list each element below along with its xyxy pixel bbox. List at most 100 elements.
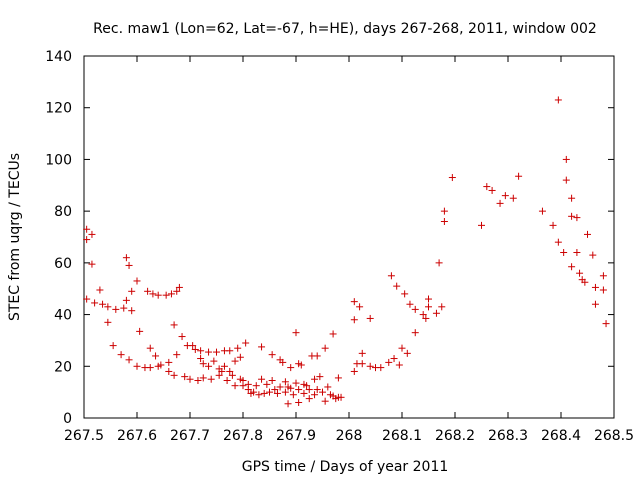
data-point <box>231 357 239 365</box>
data-point <box>178 333 186 341</box>
data-point <box>281 388 289 396</box>
plot-area-frame <box>83 55 615 419</box>
data-point <box>223 377 231 385</box>
data-point <box>581 278 589 286</box>
data-point <box>199 374 207 382</box>
y-axis: 0 20 40 60 80 100 120 140 <box>45 49 614 427</box>
data-point <box>260 389 268 397</box>
y-tick-label: 100 <box>45 152 72 168</box>
data-point <box>104 318 112 326</box>
x-tick-label: 268.4 <box>541 428 581 444</box>
x-tick-label: 268 <box>336 428 363 444</box>
data-point <box>88 260 96 268</box>
data-point <box>448 174 456 182</box>
data-point <box>440 207 448 215</box>
data-point <box>252 382 260 390</box>
y-tick-label: 60 <box>54 256 72 272</box>
data-point <box>250 388 258 396</box>
x-tick-label: 267.5 <box>64 428 104 444</box>
data-point <box>305 386 313 394</box>
data-point <box>173 287 181 295</box>
data-point <box>350 316 358 324</box>
data-point <box>255 391 263 399</box>
data-point <box>568 212 576 220</box>
data-point <box>136 327 144 335</box>
data-point <box>226 347 234 355</box>
data-point <box>329 330 337 338</box>
data-point <box>334 374 342 382</box>
data-point <box>366 362 374 370</box>
data-point <box>226 367 234 375</box>
data-point <box>509 194 517 202</box>
data-point <box>406 300 414 308</box>
data-point <box>303 382 311 390</box>
data-point <box>287 384 295 392</box>
data-point <box>425 303 432 311</box>
data-point <box>568 194 576 202</box>
data-point <box>112 305 120 313</box>
data-point <box>385 358 393 366</box>
data-point <box>268 351 276 359</box>
x-axis-label: GPS time / Days of year 2011 <box>242 459 449 475</box>
data-point <box>295 398 303 406</box>
data-point <box>478 221 485 229</box>
y-tick-label: 140 <box>45 49 72 65</box>
data-point <box>324 383 332 391</box>
data-point <box>88 230 96 238</box>
data-point <box>591 300 599 308</box>
data-point <box>432 309 440 317</box>
data-point <box>197 347 205 355</box>
data-point <box>170 321 178 329</box>
y-tick-label: 120 <box>45 101 72 117</box>
data-point <box>573 249 581 257</box>
data-point <box>292 379 300 387</box>
data-point <box>189 342 197 350</box>
data-point <box>599 272 607 280</box>
data-point <box>438 303 446 311</box>
y-axis-label: STEC from uqrg / TECUs <box>7 153 23 321</box>
data-point <box>483 183 491 191</box>
data-point <box>205 362 213 370</box>
data-point <box>91 299 99 307</box>
x-tick-label: 267.7 <box>170 428 210 444</box>
data-point <box>266 388 273 396</box>
data-point <box>289 391 297 399</box>
data-point <box>584 230 591 238</box>
data-point <box>321 344 329 352</box>
data-point <box>366 314 374 322</box>
data-point <box>167 290 175 298</box>
data-point <box>228 371 236 379</box>
data-point <box>236 353 244 361</box>
data-point <box>242 339 250 347</box>
data-point <box>83 225 91 233</box>
data-point <box>591 283 599 291</box>
data-point <box>157 361 165 369</box>
data-point <box>258 343 266 351</box>
data-point <box>133 362 141 370</box>
x-tick-label: 268.5 <box>594 428 634 444</box>
data-point <box>435 259 443 267</box>
data-point <box>599 286 607 294</box>
x-tick-label: 268.3 <box>488 428 528 444</box>
data-point <box>425 295 432 303</box>
data-point <box>515 172 523 180</box>
data-series <box>83 96 610 408</box>
data-point <box>562 176 570 184</box>
data-point <box>215 371 223 379</box>
data-point <box>165 358 173 366</box>
data-point <box>122 296 130 304</box>
data-point <box>125 261 133 269</box>
data-point <box>311 391 319 399</box>
data-point <box>419 311 427 319</box>
data-point <box>258 375 266 383</box>
data-point <box>239 382 247 390</box>
data-point <box>358 360 366 368</box>
data-point <box>276 383 284 391</box>
data-point <box>496 199 504 207</box>
data-point <box>104 303 112 311</box>
data-point <box>350 367 358 375</box>
data-point <box>207 375 215 383</box>
data-point <box>337 393 345 401</box>
data-point <box>122 254 130 262</box>
data-point <box>152 352 160 360</box>
